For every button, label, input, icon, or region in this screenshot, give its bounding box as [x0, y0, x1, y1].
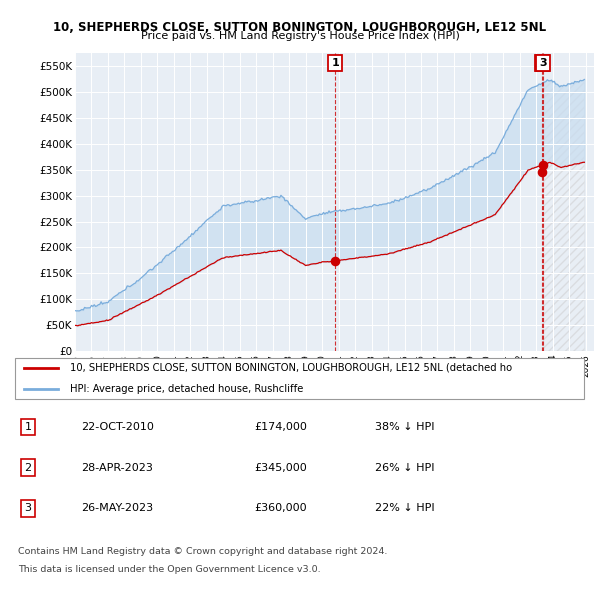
Text: 2: 2: [538, 58, 545, 68]
Text: £345,000: £345,000: [254, 463, 307, 473]
Text: 1: 1: [331, 58, 339, 68]
Point: [537, 168, 547, 177]
Text: 28-APR-2023: 28-APR-2023: [81, 463, 153, 473]
Point: [331, 256, 340, 266]
Text: 26-MAY-2023: 26-MAY-2023: [81, 503, 153, 513]
Text: £174,000: £174,000: [254, 422, 307, 432]
Text: 22% ↓ HPI: 22% ↓ HPI: [375, 503, 434, 513]
Text: 2: 2: [25, 463, 32, 473]
Text: 10, SHEPHERDS CLOSE, SUTTON BONINGTON, LOUGHBOROUGH, LE12 5NL (detached ho: 10, SHEPHERDS CLOSE, SUTTON BONINGTON, L…: [70, 363, 512, 373]
Text: 1: 1: [25, 422, 32, 432]
Text: Price paid vs. HM Land Registry's House Price Index (HPI): Price paid vs. HM Land Registry's House …: [140, 31, 460, 41]
Text: 26% ↓ HPI: 26% ↓ HPI: [375, 463, 434, 473]
Point: [538, 160, 548, 169]
Text: 3: 3: [25, 503, 32, 513]
Text: HPI: Average price, detached house, Rushcliffe: HPI: Average price, detached house, Rush…: [70, 384, 303, 394]
Text: 10, SHEPHERDS CLOSE, SUTTON BONINGTON, LOUGHBOROUGH, LE12 5NL: 10, SHEPHERDS CLOSE, SUTTON BONINGTON, L…: [53, 21, 547, 34]
Text: £360,000: £360,000: [254, 503, 307, 513]
Text: Contains HM Land Registry data © Crown copyright and database right 2024.: Contains HM Land Registry data © Crown c…: [18, 547, 388, 556]
Text: This data is licensed under the Open Government Licence v3.0.: This data is licensed under the Open Gov…: [18, 565, 320, 574]
Text: 3: 3: [539, 58, 547, 68]
Text: 22-OCT-2010: 22-OCT-2010: [81, 422, 154, 432]
Text: 38% ↓ HPI: 38% ↓ HPI: [375, 422, 434, 432]
FancyBboxPatch shape: [15, 358, 584, 399]
